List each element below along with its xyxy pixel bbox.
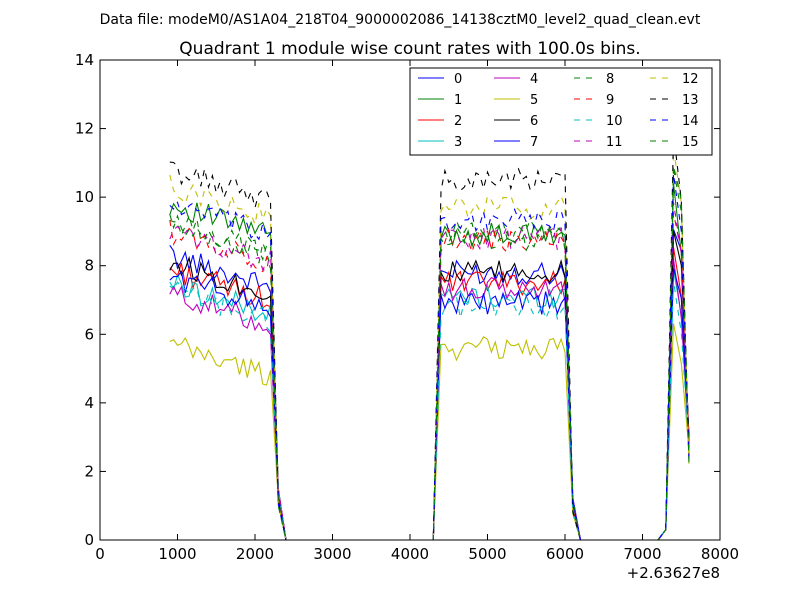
legend-label-9: 9	[606, 93, 614, 108]
series-line-6	[169, 230, 690, 541]
legend-label-10: 10	[606, 114, 623, 129]
series-line-5	[169, 323, 690, 541]
legend-label-7: 7	[530, 135, 538, 150]
y-tick-label-3: 6	[84, 325, 94, 343]
x-tick-label-6: 6000	[546, 545, 584, 563]
series-line-15	[169, 165, 690, 541]
ticks-layer: 0 1000 2000 3000 4000 5000 6000 7000 80000246810…	[75, 51, 739, 563]
legend-label-11: 11	[606, 135, 623, 150]
chart-title: Quadrant 1 module wise count rates with …	[179, 39, 640, 59]
series-layer	[169, 132, 690, 541]
x-offset-label: +2.63627e8	[627, 564, 720, 582]
legend-label-6: 6	[530, 114, 538, 129]
legend-label-2: 2	[454, 114, 462, 129]
legend-label-0: 0	[454, 72, 462, 87]
series-line-10	[169, 280, 690, 541]
x-tick-label-7: 7000	[623, 545, 661, 563]
legend-label-15: 15	[682, 135, 699, 150]
y-tick-label-7: 14	[75, 51, 94, 69]
x-tick-label-5: 5000	[468, 545, 506, 563]
legend-label-14: 14	[682, 114, 699, 129]
y-tick-label-1: 2	[84, 462, 94, 480]
legend-label-1: 1	[454, 93, 462, 108]
x-tick-label-4: 4000	[391, 545, 429, 563]
x-tick-label-3: 3000	[313, 545, 351, 563]
legend-label-3: 3	[454, 135, 462, 150]
y-tick-label-6: 12	[75, 120, 94, 138]
y-tick-label-5: 10	[75, 188, 94, 206]
legend-label-5: 5	[530, 93, 538, 108]
y-tick-label-0: 0	[84, 531, 94, 549]
x-tick-label-0: 0	[95, 545, 105, 563]
legend-label-13: 13	[682, 93, 699, 108]
x-tick-label-1: 1000	[158, 545, 196, 563]
series-line-1	[169, 183, 690, 541]
series-line-14	[169, 173, 690, 541]
series-line-2	[169, 247, 690, 541]
legend-frame	[409, 67, 713, 156]
series-line-7	[169, 267, 690, 541]
legend-label-4: 4	[530, 72, 538, 87]
x-tick-label-8: 8000	[701, 545, 739, 563]
y-tick-label-4: 8	[84, 257, 94, 275]
y-tick-label-2: 4	[84, 394, 94, 412]
series-line-4	[169, 258, 690, 541]
legend-label-8: 8	[606, 72, 614, 87]
chart-suptitle: Data file: modeM0/AS1A04_218T04_90000020…	[100, 12, 701, 28]
legend-label-12: 12	[682, 72, 699, 87]
x-tick-label-2: 2000	[236, 545, 274, 563]
